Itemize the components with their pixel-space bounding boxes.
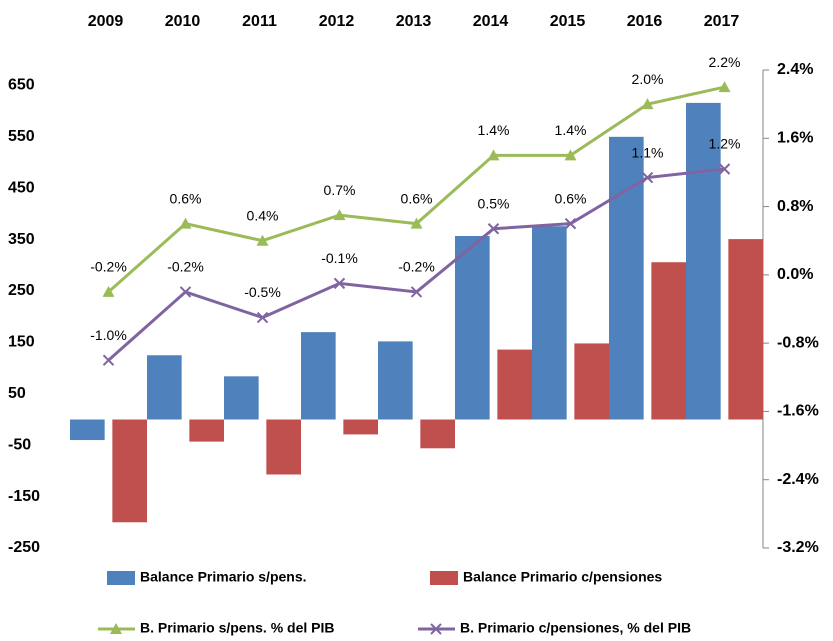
bar — [70, 419, 105, 441]
data-label: 0.4% — [247, 207, 279, 223]
line-marker — [333, 209, 346, 221]
data-label: 1.4% — [478, 122, 510, 138]
legend-swatch — [430, 571, 458, 585]
y-tick-label: 650 — [8, 77, 35, 94]
data-label: 0.5% — [478, 195, 510, 211]
y-tick-label: -50 — [8, 436, 31, 453]
data-label: 2.2% — [709, 54, 741, 70]
line-marker — [333, 277, 346, 290]
y-tick-label: 250 — [8, 282, 35, 299]
bar — [497, 349, 532, 420]
data-label: 1.2% — [709, 136, 741, 152]
legend-label: Balance Primario s/pens. — [140, 569, 307, 585]
data-label: 0.6% — [555, 190, 587, 206]
line-marker — [410, 217, 423, 229]
data-label: -0.2% — [90, 259, 127, 275]
data-label: 1.1% — [632, 144, 664, 160]
x-tick-label: 2013 — [396, 13, 432, 30]
line-marker — [179, 217, 192, 229]
line-marker — [641, 171, 654, 184]
data-label: 1.4% — [555, 122, 587, 138]
bar — [686, 102, 721, 420]
data-label: 0.6% — [170, 190, 202, 206]
bar — [189, 419, 224, 442]
bar — [343, 419, 378, 435]
x-tick-label: 2017 — [704, 13, 740, 30]
bar — [266, 419, 301, 475]
bar — [651, 262, 686, 420]
legend-marker — [110, 623, 122, 634]
line-marker — [487, 223, 500, 235]
data-label: -0.5% — [244, 284, 281, 300]
line-marker — [102, 285, 115, 297]
y-tick-label: -250 — [8, 539, 40, 556]
y2-tick-label: -3.2% — [777, 539, 819, 556]
y2-tick-label: 0.8% — [777, 198, 813, 215]
y-tick-label: 550 — [8, 128, 35, 145]
line-marker — [641, 98, 654, 110]
legend-marker — [430, 623, 442, 635]
data-label: 2.0% — [632, 71, 664, 87]
line-marker — [410, 286, 423, 298]
data-label: -0.2% — [398, 259, 435, 275]
x-tick-label: 2015 — [550, 13, 586, 30]
line-marker — [564, 217, 577, 230]
line-marker — [179, 286, 192, 298]
bar — [455, 236, 490, 420]
data-label: -1.0% — [90, 327, 127, 343]
bar — [574, 343, 609, 420]
line-marker — [102, 354, 115, 366]
y2-tick-label: -0.8% — [777, 334, 819, 351]
line-marker — [718, 81, 731, 93]
line-marker — [487, 149, 500, 161]
bar — [532, 226, 567, 420]
bar — [728, 239, 763, 420]
line-marker — [564, 149, 577, 161]
line-marker — [256, 311, 269, 324]
bar — [420, 419, 455, 449]
legend-label: Balance Primario c/pensiones — [463, 569, 662, 585]
x-tick-label: 2014 — [473, 13, 509, 30]
data-label: -0.1% — [321, 250, 358, 266]
y2-tick-label: 0.0% — [777, 266, 813, 283]
data-label: -0.2% — [167, 259, 204, 275]
legend-swatch — [107, 571, 135, 585]
y-tick-label: 350 — [8, 231, 35, 248]
y-tick-label: 150 — [8, 334, 35, 351]
x-tick-label: 2009 — [88, 13, 124, 30]
y2-tick-label: -1.6% — [777, 403, 819, 420]
data-label: 0.6% — [401, 190, 433, 206]
legend-label: B. Primario c/pensiones, % del PIB — [460, 620, 691, 636]
bar — [301, 332, 336, 420]
bar — [609, 136, 644, 420]
bar — [224, 376, 259, 420]
line-marker — [718, 163, 731, 175]
y2-tick-label: 1.6% — [777, 130, 813, 147]
x-tick-label: 2012 — [319, 13, 355, 30]
x-tick-label: 2016 — [627, 13, 663, 30]
y-tick-label: 450 — [8, 179, 35, 196]
line-marker — [256, 234, 269, 246]
legend-label: B. Primario s/pens. % del PIB — [140, 620, 335, 636]
y2-tick-label: 2.4% — [777, 61, 813, 78]
bar — [378, 341, 413, 420]
y2-tick-label: -2.4% — [777, 471, 819, 488]
bar — [147, 355, 182, 420]
x-tick-label: 2011 — [242, 13, 277, 30]
y-tick-label: 50 — [8, 385, 26, 402]
x-tick-label: 2010 — [165, 13, 201, 30]
y-tick-label: -150 — [8, 488, 40, 505]
data-label: 0.7% — [324, 182, 356, 198]
bar — [112, 419, 147, 523]
